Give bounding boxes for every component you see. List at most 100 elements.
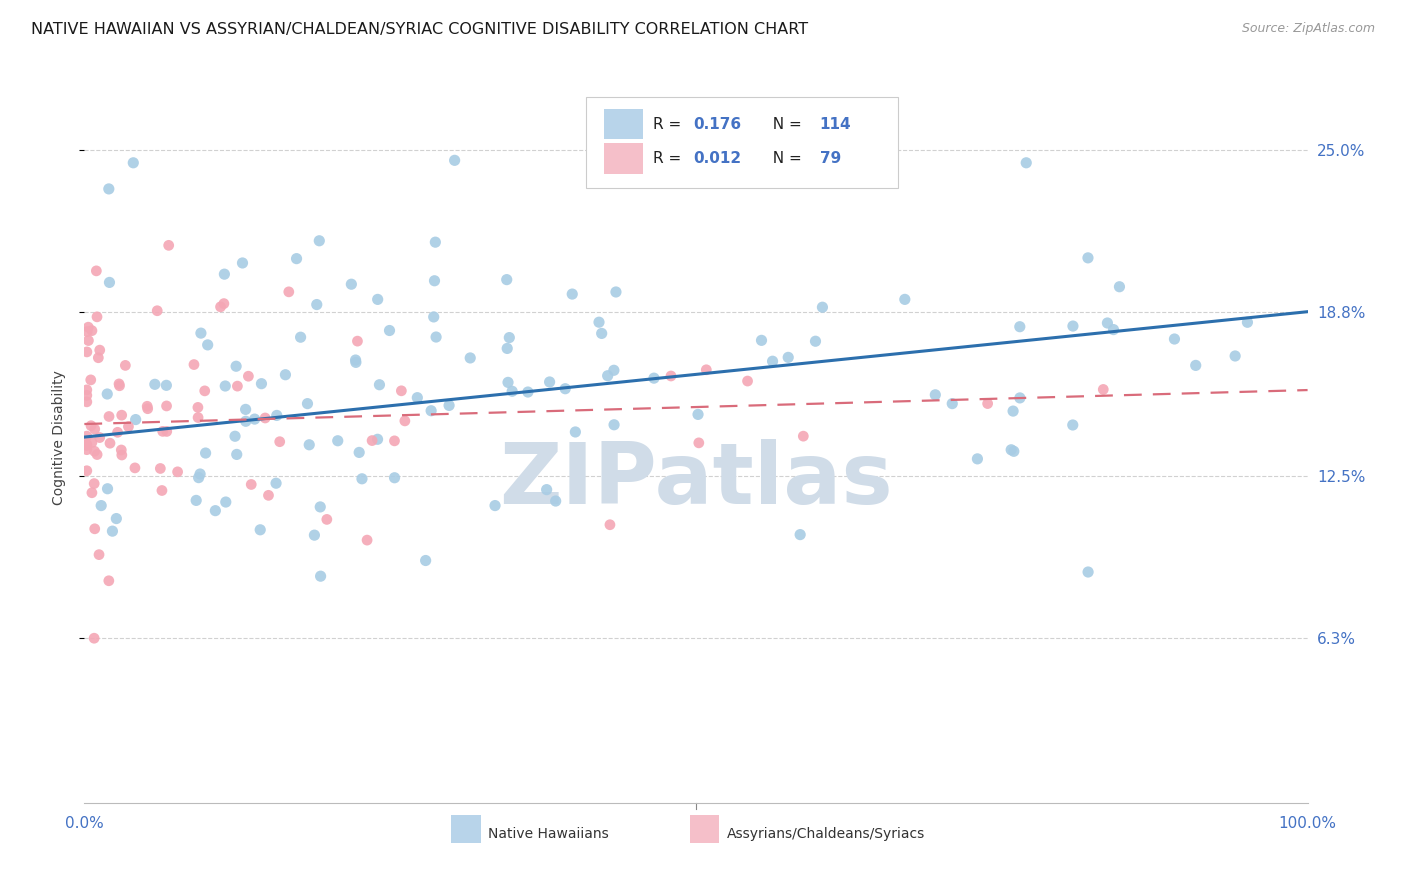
Point [76, 464, 98, 478]
Point [80, 324, 103, 338]
Point [76, 394, 98, 409]
Text: ZIPatlas: ZIPatlas [499, 440, 893, 523]
Point [1163, 332, 1185, 346]
Point [76, 438, 98, 452]
Point [1062, 319, 1084, 334]
Point [516, 384, 538, 399]
Point [124, 461, 146, 475]
Point [190, 326, 212, 340]
Point [136, 401, 159, 416]
Point [110, 442, 132, 457]
Point [695, 363, 717, 377]
Point [309, 569, 332, 583]
Point [536, 483, 558, 497]
Point [596, 368, 619, 383]
Point [298, 438, 321, 452]
Point [83, 444, 105, 458]
Point [235, 402, 257, 417]
Point [108, 378, 131, 392]
Point [538, 375, 561, 389]
Point [107, 425, 129, 440]
Point [384, 434, 406, 448]
Point [1002, 444, 1025, 458]
Point [83, 422, 105, 436]
Point [76, 442, 98, 457]
Point [544, 494, 567, 508]
Point [136, 399, 159, 413]
Point [117, 419, 139, 434]
Point [792, 429, 814, 443]
Point [194, 446, 217, 460]
Point [761, 354, 783, 368]
Point [149, 461, 172, 475]
Point [789, 527, 811, 541]
Point [89, 431, 111, 445]
Point [89, 343, 111, 358]
Point [420, 403, 443, 417]
Point [1184, 359, 1206, 373]
Point [80, 485, 103, 500]
Text: 114: 114 [820, 117, 851, 131]
Point [76, 325, 98, 339]
Point [367, 432, 389, 446]
Point [212, 296, 235, 310]
Point [187, 410, 209, 425]
Point [76, 429, 98, 443]
Point [97, 574, 120, 588]
FancyBboxPatch shape [605, 109, 644, 139]
Point [97, 182, 120, 196]
Point [561, 287, 583, 301]
Point [83, 476, 105, 491]
Point [394, 414, 416, 428]
FancyBboxPatch shape [605, 143, 644, 174]
Point [183, 358, 205, 372]
Point [225, 447, 247, 461]
Point [166, 465, 188, 479]
Point [315, 512, 337, 526]
Point [1092, 383, 1115, 397]
Point [659, 369, 682, 384]
Point [1097, 316, 1119, 330]
Point [215, 495, 238, 509]
Point [778, 351, 800, 365]
Point [269, 434, 291, 449]
Point [98, 276, 121, 290]
Point [194, 384, 217, 398]
Point [108, 376, 131, 391]
Point [249, 523, 271, 537]
Point [285, 252, 308, 266]
Point [437, 399, 460, 413]
Point [235, 414, 257, 428]
FancyBboxPatch shape [586, 97, 898, 188]
Point [458, 351, 481, 365]
Point [378, 324, 401, 338]
Point [101, 524, 124, 538]
Text: 79: 79 [820, 151, 841, 166]
Point [96, 387, 118, 401]
Point [76, 437, 98, 451]
Point [554, 382, 576, 396]
Point [361, 434, 384, 448]
Point [1236, 315, 1258, 329]
Point [406, 391, 429, 405]
Point [143, 377, 166, 392]
Point [498, 330, 520, 344]
Point [496, 342, 519, 356]
Point [350, 472, 373, 486]
Point [1062, 417, 1084, 432]
Point [1000, 442, 1022, 457]
Point [1102, 323, 1125, 337]
Point [1077, 565, 1099, 579]
Point [1108, 279, 1130, 293]
Point [894, 293, 917, 307]
Point [384, 471, 406, 485]
Point [96, 482, 118, 496]
Point [98, 436, 121, 450]
Point [111, 448, 134, 462]
Point [415, 553, 437, 567]
Point [941, 396, 963, 410]
Point [811, 300, 834, 314]
Point [225, 359, 247, 374]
Point [495, 272, 517, 286]
Point [591, 326, 613, 341]
